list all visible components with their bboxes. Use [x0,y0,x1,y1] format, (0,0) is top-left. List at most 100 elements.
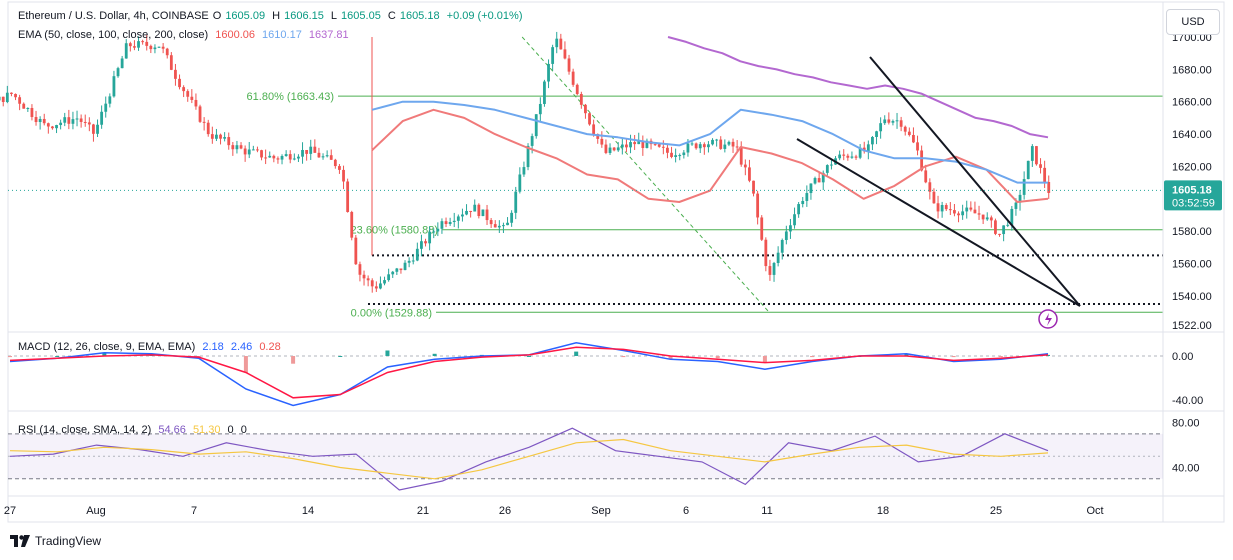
tradingview-brand[interactable]: TradingView [10,534,101,548]
last-price-tag-bg [1164,180,1222,211]
candle-body [1018,194,1022,203]
time-tick-label: 18 [877,505,889,517]
candle-body [559,38,563,50]
candle-body [534,114,538,137]
rsi-legend: RSI (14, close, SMA, 14, 2) 54.66 51.30 … [18,424,251,436]
candle-body [399,268,403,271]
candle-body [920,150,924,171]
candle-body [34,117,38,123]
candle-body [477,204,481,217]
candle-body [702,144,706,148]
candle-body [551,47,555,64]
candle-body [715,139,719,141]
candle-body [637,140,641,145]
candle-body [10,92,13,94]
candle-body [707,144,710,148]
candle-body [362,274,366,279]
ohlc-close-label: C [387,10,396,22]
candle-body [1,96,5,102]
candle-body [169,55,173,70]
candle-body [805,193,809,201]
candle-body [563,49,567,59]
candle-body [891,121,895,123]
candle-body [420,241,423,249]
ohlc-low-label: L [330,10,338,22]
price-tick-label: 1580.00 [1172,226,1212,238]
macd-hist-bar [762,356,767,363]
candle-body [809,183,813,194]
macd-hist-bar [621,356,626,358]
candle-body [641,140,645,148]
ema100-value: 1610.17 [262,29,302,41]
candle-body [202,121,206,123]
candle-body [981,214,985,220]
candle-body [338,166,341,170]
price-tick-label: 1522.00 [1172,320,1212,332]
candle-body [928,182,932,192]
candle-body [75,118,79,120]
candle-body [756,193,760,218]
time-tick-label: 25 [990,505,1002,517]
candle-body [620,144,624,148]
candle-body [575,84,579,94]
rsi-ma-value: 51.30 [192,424,221,436]
candle-body [629,142,632,148]
candles [0,31,1051,293]
candle-body [616,147,620,151]
candle-body [395,268,399,272]
candle-body [104,103,108,112]
currency-button[interactable]: USD [1166,9,1220,35]
candle-body [145,41,149,46]
candle-body [284,154,288,157]
candle-body [309,146,313,154]
candle-body [235,145,239,150]
candle-body [366,278,370,281]
candle-body [973,209,977,214]
candle-body [243,148,247,155]
price-tick-label: 1700.00 [1172,32,1212,44]
macd-hist-bar [527,356,531,357]
macd-hist-bar [243,356,248,373]
candle-body [342,169,345,182]
candle-body [588,113,591,125]
candle-body [764,239,768,267]
candle-body [51,126,54,129]
candle-body [506,222,509,226]
candle-body [215,134,218,139]
candle-body [374,286,378,289]
candle-body [748,167,751,181]
price-tick-label: 1680.00 [1172,64,1212,76]
price-tick-label: 1660.00 [1172,97,1212,109]
alert-lightning-icon [1038,309,1058,329]
candle-body [645,140,649,148]
candle-body [210,134,214,139]
macd-hist-bar [998,356,1003,358]
candle-body [128,43,132,47]
rsi-line [9,427,1049,491]
macd-hist-bar [810,356,815,358]
macd-hist-bar [102,352,107,356]
candle-body [198,106,202,122]
candle-body [612,147,616,151]
candle-body [682,152,686,156]
candle-body [948,209,952,211]
candle-body [38,118,42,123]
candle-body [5,92,9,102]
candle-body [813,178,817,184]
candle-body [899,120,903,127]
candle-body [961,211,965,216]
candle-body [698,144,702,149]
candle-body [30,107,34,118]
candle-body [538,103,542,115]
ema200-line [667,36,1049,139]
macd-hist-bar [715,356,720,359]
candle-body [957,213,960,216]
candle-body [907,131,911,135]
candle-body [350,211,354,238]
candle-body [674,155,678,157]
candle-body [1047,182,1051,193]
candle-body [92,124,95,134]
candle-body [1006,224,1010,226]
candle-body [953,210,956,214]
